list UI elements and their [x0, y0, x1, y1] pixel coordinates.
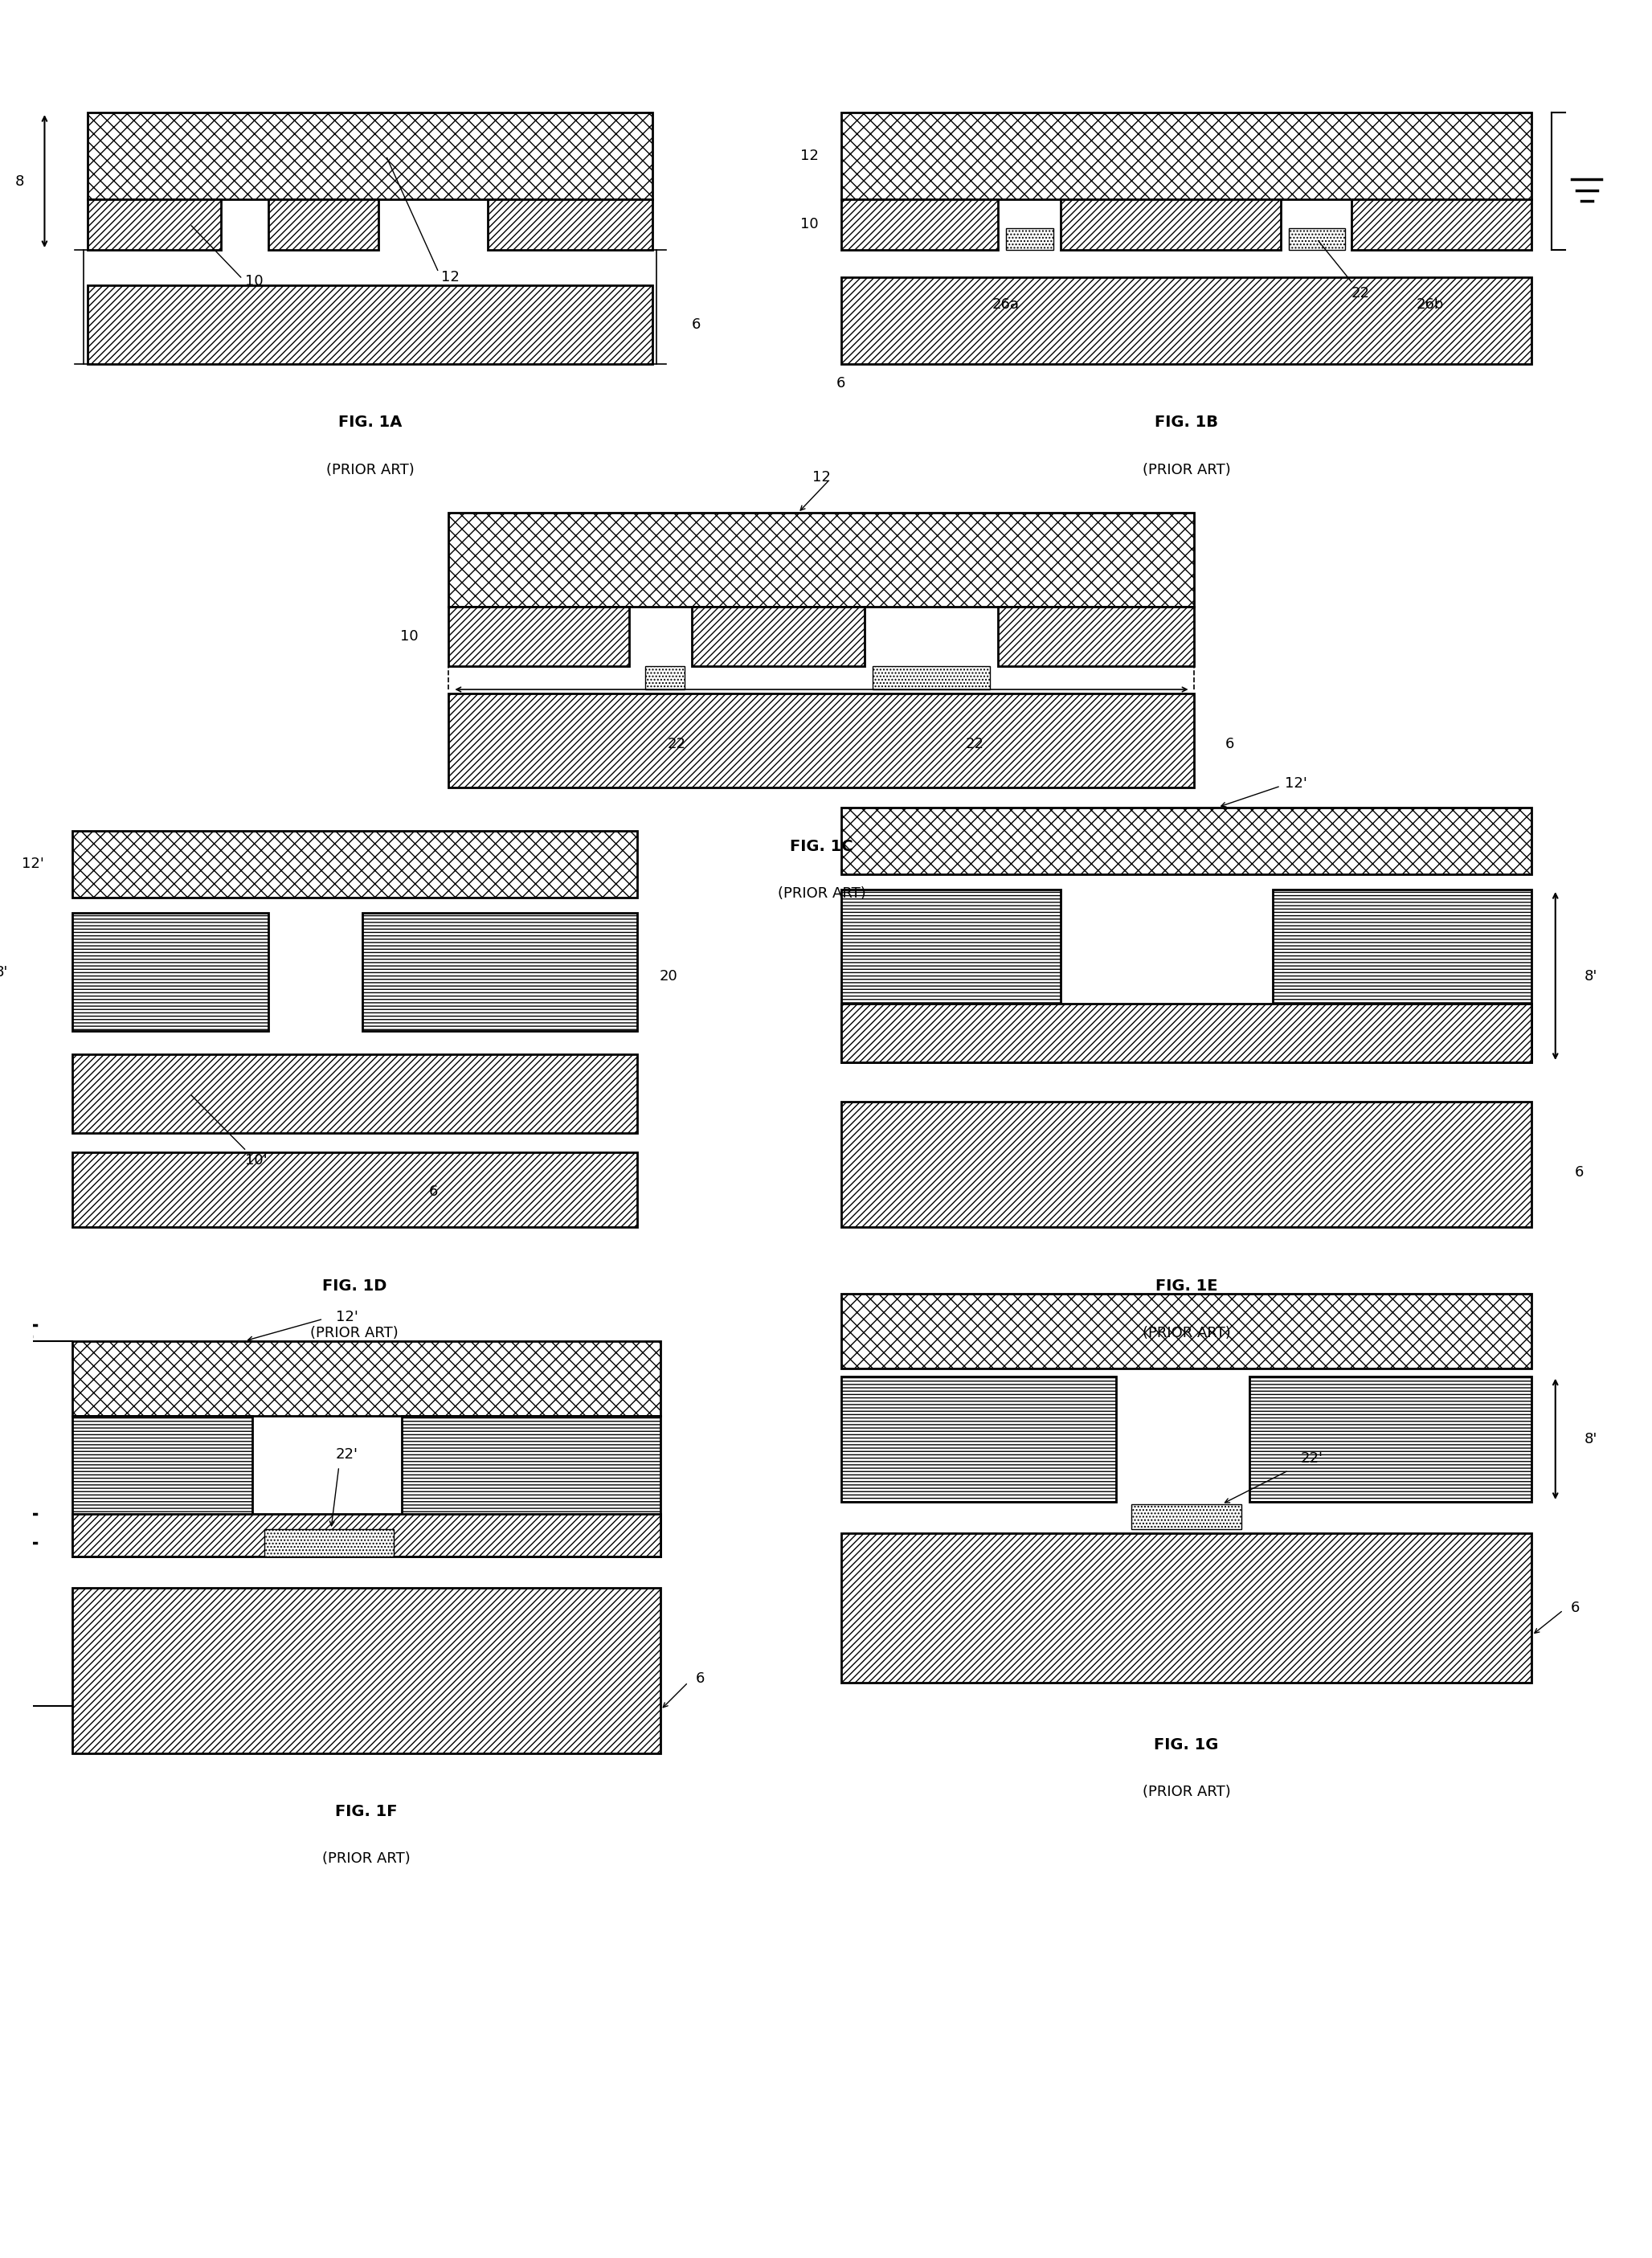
Bar [841, 1294, 1531, 1368]
Text: FIG. 1F: FIG. 1F [335, 1804, 398, 1820]
Text: 10: 10 [400, 628, 418, 644]
Bar [73, 1416, 253, 1556]
Bar [1006, 228, 1052, 251]
Text: 22: 22 [667, 736, 686, 752]
Bar [841, 278, 1531, 364]
Bar [73, 1054, 638, 1134]
Text: 12: 12 [813, 470, 831, 485]
Text: (PRIOR ART): (PRIOR ART) [325, 463, 415, 476]
Bar [401, 1416, 661, 1556]
Bar [362, 912, 638, 1032]
Bar [841, 806, 1531, 874]
Bar [1272, 890, 1531, 1061]
Text: FIG. 1G: FIG. 1G [1155, 1736, 1219, 1752]
Bar [73, 1341, 661, 1416]
Text: 10': 10' [192, 1095, 268, 1167]
Text: 22: 22 [965, 736, 985, 752]
Bar [841, 113, 1531, 199]
Bar [1289, 228, 1345, 251]
Text: 8': 8' [0, 964, 8, 980]
Bar [73, 1587, 661, 1752]
Bar [449, 607, 629, 666]
Text: 12': 12' [21, 856, 45, 872]
Text: (PRIOR ART): (PRIOR ART) [778, 887, 866, 901]
Bar [73, 1416, 253, 1556]
Bar [487, 199, 653, 251]
Bar [1249, 1375, 1531, 1502]
Bar [1272, 890, 1531, 1061]
Text: FIG. 1D: FIG. 1D [322, 1278, 387, 1294]
Text: 12': 12' [335, 1310, 358, 1325]
Bar [401, 1416, 661, 1556]
Bar [841, 1375, 1115, 1502]
Text: (PRIOR ART): (PRIOR ART) [311, 1325, 398, 1341]
Text: 6: 6 [695, 1671, 704, 1687]
Text: (PRIOR ART): (PRIOR ART) [1143, 1325, 1231, 1341]
Bar [88, 285, 653, 364]
Text: 20: 20 [659, 969, 677, 982]
Text: 12: 12 [801, 149, 819, 163]
Bar [841, 199, 998, 251]
Bar [841, 1102, 1531, 1226]
Text: 8: 8 [15, 174, 25, 187]
Text: 6: 6 [1574, 1165, 1584, 1179]
Bar [73, 912, 268, 1032]
Text: 10: 10 [192, 226, 263, 289]
Text: 22: 22 [1318, 242, 1370, 300]
Bar [841, 1533, 1531, 1682]
Text: 6: 6 [1571, 1601, 1579, 1614]
Bar [73, 1513, 661, 1556]
Text: (PRIOR ART): (PRIOR ART) [322, 1852, 410, 1865]
Text: FIG. 1E: FIG. 1E [1155, 1278, 1218, 1294]
Text: 26b: 26b [1416, 298, 1444, 312]
Bar [644, 666, 684, 689]
Text: 6: 6 [692, 316, 700, 332]
Bar [449, 693, 1194, 788]
Bar [268, 199, 378, 251]
Bar [872, 666, 990, 689]
Text: 12': 12' [1285, 777, 1308, 790]
Bar [264, 1529, 393, 1556]
Text: 8': 8' [1584, 1432, 1597, 1447]
Text: 10: 10 [801, 217, 819, 230]
Bar [1061, 199, 1280, 251]
Bar [841, 890, 1061, 1061]
Text: FIG. 1C: FIG. 1C [790, 838, 852, 854]
Bar [841, 1003, 1531, 1061]
Bar [692, 607, 864, 666]
Bar [841, 890, 1061, 1061]
Text: 22': 22' [1300, 1452, 1323, 1465]
Bar [449, 513, 1194, 607]
Text: (PRIOR ART): (PRIOR ART) [1143, 1786, 1231, 1800]
Text: FIG. 1A: FIG. 1A [339, 415, 401, 431]
Bar [1132, 1504, 1241, 1529]
Text: 12: 12 [387, 158, 459, 285]
Bar [1249, 1375, 1531, 1502]
Bar [362, 912, 638, 1032]
Bar [841, 1375, 1115, 1502]
Text: 6: 6 [836, 377, 846, 391]
Bar [998, 607, 1194, 666]
Bar [88, 113, 653, 199]
Text: 8': 8' [1584, 969, 1597, 982]
Bar [73, 831, 638, 896]
Text: FIG. 1B: FIG. 1B [1155, 415, 1218, 431]
Text: (PRIOR ART): (PRIOR ART) [1143, 463, 1231, 476]
Text: 26a: 26a [993, 298, 1019, 312]
Bar [73, 912, 268, 1032]
Text: 22': 22' [335, 1447, 358, 1461]
Bar [88, 199, 221, 251]
Bar [1351, 199, 1531, 251]
Bar [73, 1152, 638, 1226]
Text: 6: 6 [1226, 736, 1234, 752]
Text: 6: 6 [428, 1185, 438, 1199]
